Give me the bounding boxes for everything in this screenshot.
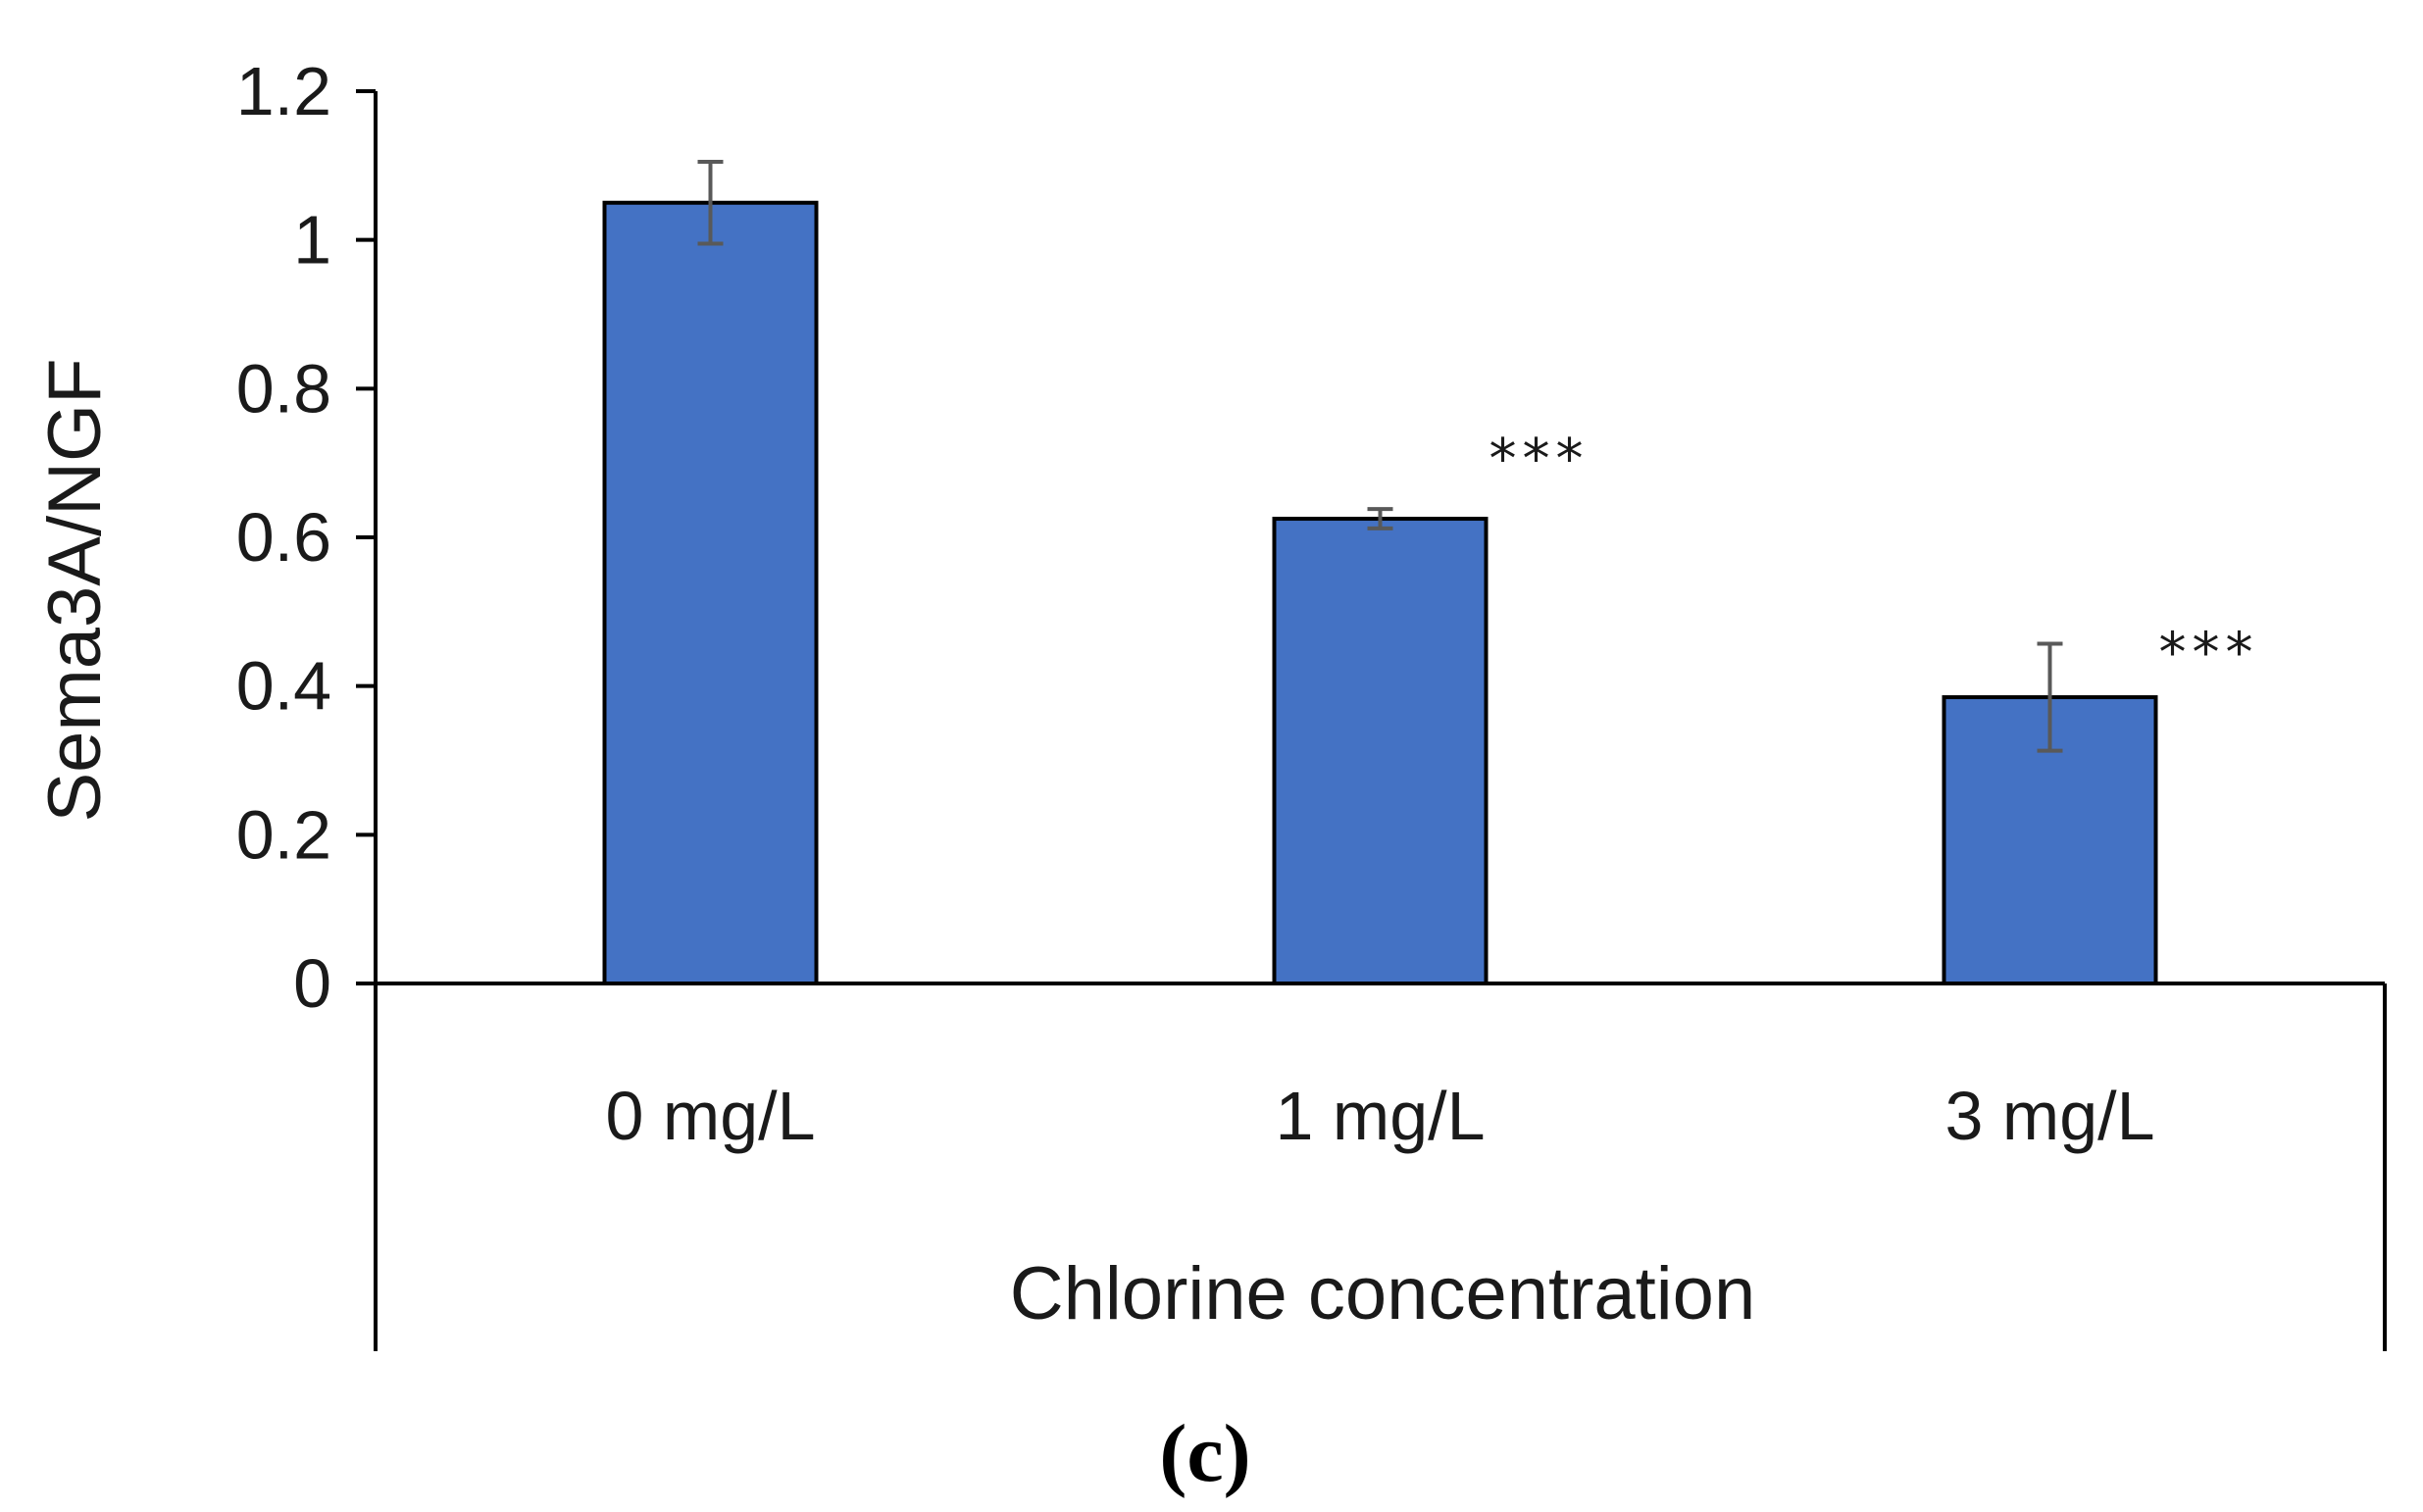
y-tick-label: 0 xyxy=(293,945,331,1022)
significance-markers: *** *** xyxy=(1489,428,2259,684)
bar xyxy=(602,200,819,985)
x-axis-ticks: 0 mg/L 1 mg/L 3 mg/L xyxy=(606,1078,2155,1154)
bars xyxy=(602,200,2158,986)
y-tick-label: 1.2 xyxy=(236,53,331,129)
axes xyxy=(374,91,2387,1351)
significance-marker: *** xyxy=(2159,621,2259,684)
y-axis-ticks: 0 0.2 0.4 0.6 0.8 1 1.2 xyxy=(236,53,376,1022)
y-tick-label: 0.6 xyxy=(236,499,331,576)
y-tick-label: 0.4 xyxy=(236,648,331,725)
error-bar xyxy=(697,160,724,246)
error-bar xyxy=(1367,507,1393,530)
x-axis-title: Chlorine concentration xyxy=(1010,1252,1755,1336)
x-tick-label: 3 mg/L xyxy=(1945,1078,2155,1154)
y-tick-label: 0.2 xyxy=(236,796,331,873)
y-axis-title: Sema3A/NGF xyxy=(33,358,117,822)
y-tick-label: 1 xyxy=(293,202,331,278)
significance-marker: *** xyxy=(1489,428,1590,491)
x-tick-label: 0 mg/L xyxy=(606,1078,816,1154)
x-tick-label: 1 mg/L xyxy=(1276,1078,1486,1154)
bar xyxy=(1272,517,1489,986)
panel-label: (c) xyxy=(1159,1408,1250,1499)
error-bars xyxy=(697,160,2063,753)
error-bar xyxy=(2037,641,2063,753)
y-tick-label: 0.8 xyxy=(236,350,331,427)
